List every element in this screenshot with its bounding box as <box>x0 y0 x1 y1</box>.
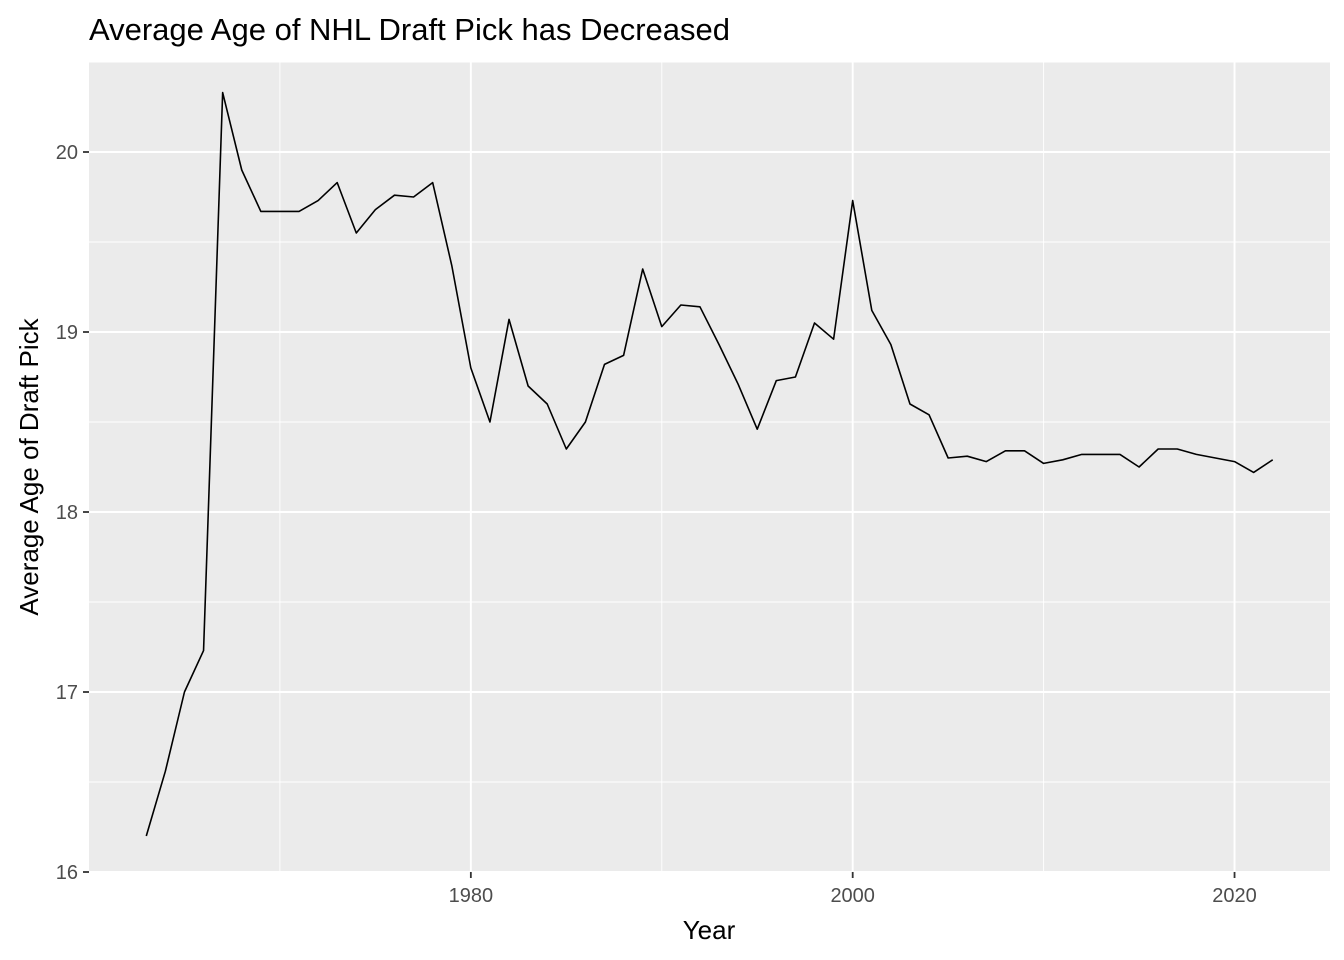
y-tick-label: 17 <box>56 682 78 704</box>
y-tick-label: 20 <box>56 142 78 164</box>
y-axis-title: Average Age of Draft Pick <box>14 317 44 615</box>
y-tick-label: 18 <box>56 502 78 524</box>
major-gridlines-x <box>469 62 1236 872</box>
x-tick-label: 1980 <box>449 885 494 907</box>
chart-title: Average Age of NHL Draft Pick has Decrea… <box>89 12 730 47</box>
plot-panel <box>89 62 1330 872</box>
x-axis-title: Year <box>683 915 736 945</box>
x-tick-label: 2020 <box>1212 885 1257 907</box>
y-tick-label: 19 <box>56 322 78 344</box>
series-line <box>145 91 1274 837</box>
x-axis: 1980 2000 2020 <box>449 872 1257 907</box>
minor-gridlines-x <box>279 62 1045 872</box>
y-axis: 16 17 18 19 20 <box>56 142 89 884</box>
major-gridlines-y <box>89 151 1330 873</box>
minor-gridlines-y <box>89 61 1330 783</box>
x-tick-label: 2000 <box>830 885 875 907</box>
y-tick-label: 16 <box>56 862 78 884</box>
